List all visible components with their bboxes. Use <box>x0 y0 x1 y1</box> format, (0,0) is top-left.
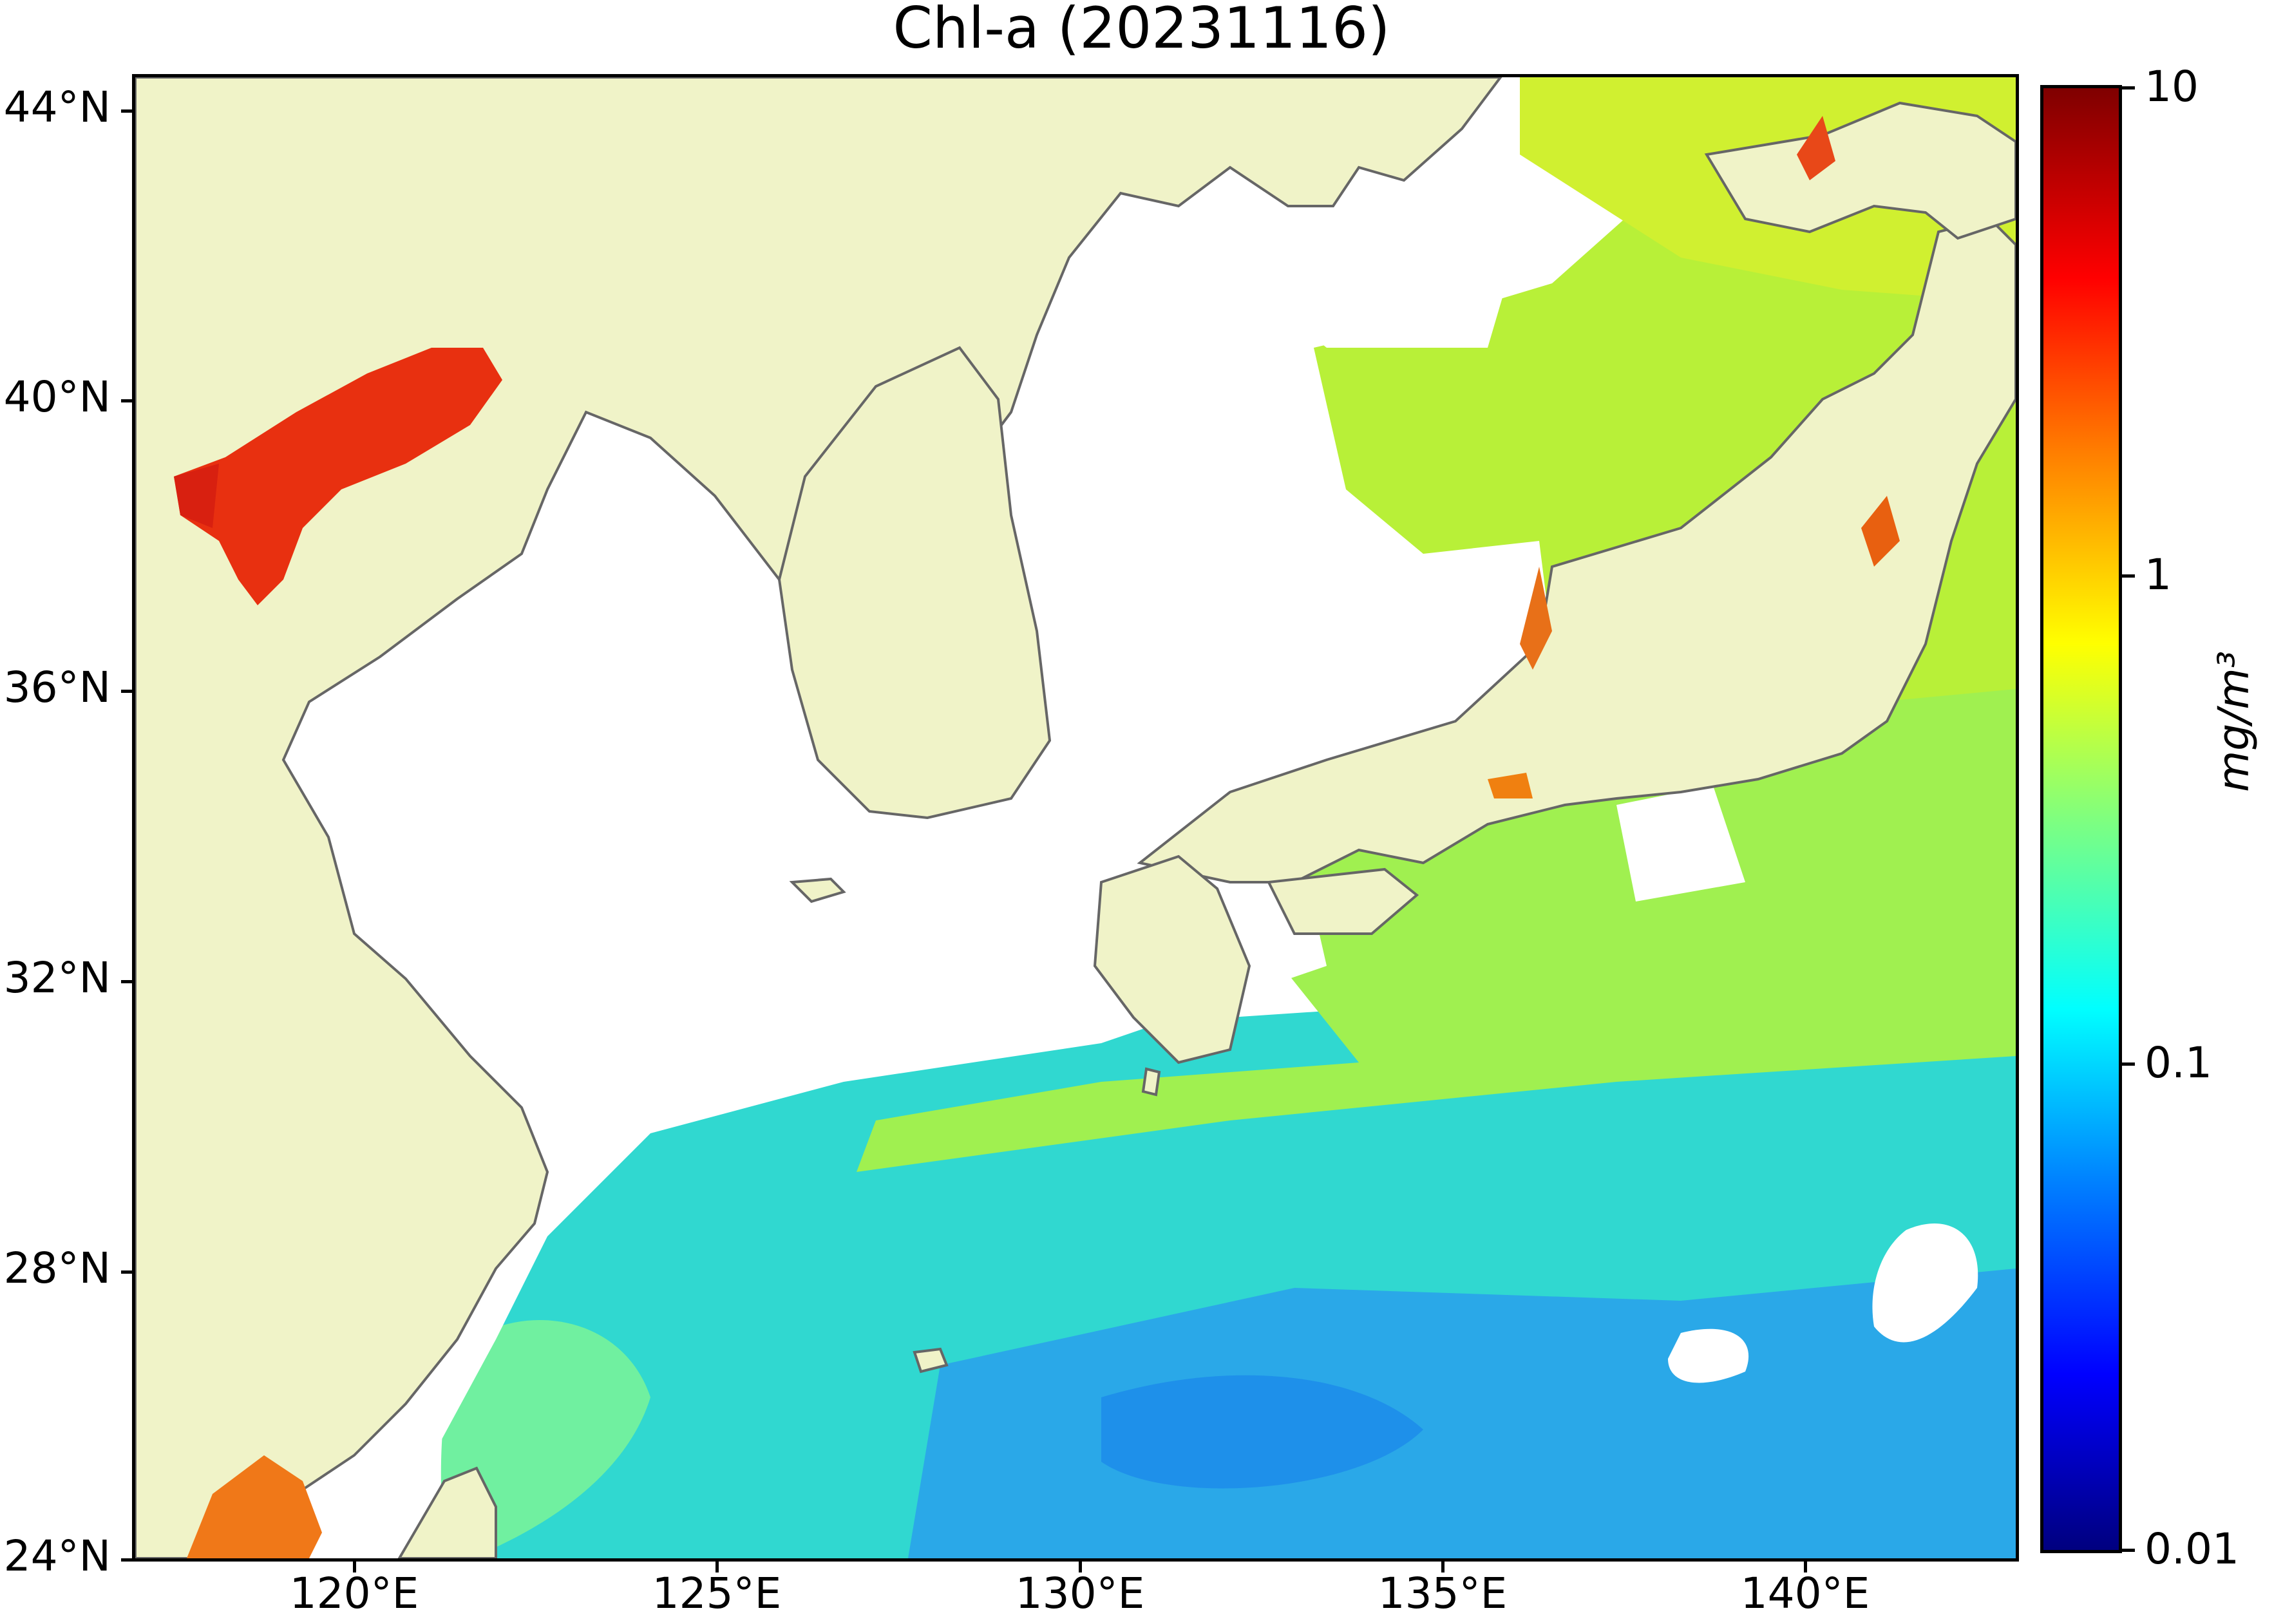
south-china-coast-high-chl <box>187 1455 322 1558</box>
colorbar-unit-label: mg/m³ <box>2209 650 2259 792</box>
bohai-sea-edge <box>174 464 219 528</box>
japan-hokkaido <box>1704 101 2016 240</box>
lat-tick-32 <box>121 980 132 983</box>
high-chl-zones <box>174 116 1900 1558</box>
colorbar-label-0.01: 0.01 <box>2145 1524 2239 1574</box>
lat-tick-40 <box>121 399 132 402</box>
bohai-sea-high-chl <box>174 348 502 605</box>
map-title: Chl-a (20231116) <box>893 0 1390 61</box>
lat-tick-28 <box>121 1270 132 1274</box>
colorbar-label-0.1: 0.1 <box>2145 1038 2212 1088</box>
lon-label-125: 125°E <box>652 1569 782 1618</box>
cloud-pacific-1 <box>1616 786 1745 902</box>
lon-tick-125 <box>715 1562 719 1572</box>
colorbar-label-10: 10 <box>2145 62 2199 111</box>
japan-sea-coast-high-chl <box>1797 116 1835 180</box>
lon-label-135: 135°E <box>1378 1569 1508 1618</box>
colorbar-label-1: 1 <box>2145 550 2172 600</box>
taiwan <box>397 1466 497 1558</box>
cloud-pacific-2 <box>1872 1223 1978 1343</box>
ise-bay-high-chl <box>1488 773 1533 798</box>
lon-label-140: 140°E <box>1740 1569 1870 1618</box>
lon-label-130: 130°E <box>1015 1569 1145 1618</box>
lat-label-36: 36°N <box>3 663 111 712</box>
lon-tick-120 <box>353 1562 356 1572</box>
cloud-pacific-3 <box>1668 1328 1749 1383</box>
lat-label-40: 40°N <box>3 372 111 422</box>
lat-tick-36 <box>121 690 132 693</box>
lat-label-28: 28°N <box>3 1243 111 1293</box>
lon-tick-140 <box>1804 1562 1807 1572</box>
honshu-coast-high-chl <box>1520 567 1552 670</box>
chl-band-mid <box>857 683 2016 1172</box>
lat-label-44: 44°N <box>3 82 111 132</box>
asian-continent <box>135 77 1502 1558</box>
japan-kyushu <box>1093 854 1251 1064</box>
tanegashima <box>1141 1067 1161 1097</box>
cb-tick-1 <box>2122 574 2135 578</box>
lat-tick-44 <box>121 109 132 113</box>
japan-shikoku <box>1266 867 1419 935</box>
jeju-island <box>789 877 846 903</box>
chlorophyll-field <box>440 77 2016 1558</box>
korean-peninsula <box>777 346 1052 820</box>
lat-label-32: 32°N <box>3 953 111 1003</box>
map-canvas <box>135 77 2016 1558</box>
land-masses <box>135 77 2016 1558</box>
chl-patch-sw <box>440 1320 650 1558</box>
lon-tick-135 <box>1441 1562 1445 1572</box>
cb-tick-0.1 <box>2122 1062 2135 1066</box>
lon-tick-130 <box>1079 1562 1082 1572</box>
colorbar <box>2040 85 2122 1553</box>
japan-honshu <box>1137 217 2016 883</box>
lat-label-24: 24°N <box>3 1531 111 1581</box>
lon-label-120: 120°E <box>289 1569 419 1618</box>
pacific-coast-high-chl <box>1861 496 1900 567</box>
chl-band-lowest-patch <box>1101 1375 1423 1489</box>
lat-tick-24 <box>121 1558 132 1562</box>
cb-tick-10 <box>2122 86 2135 90</box>
map-area <box>132 74 2019 1562</box>
okinawa <box>913 1347 949 1374</box>
cloud-east-china-sea <box>316 489 1327 1558</box>
cb-tick-0.01 <box>2122 1549 2135 1552</box>
